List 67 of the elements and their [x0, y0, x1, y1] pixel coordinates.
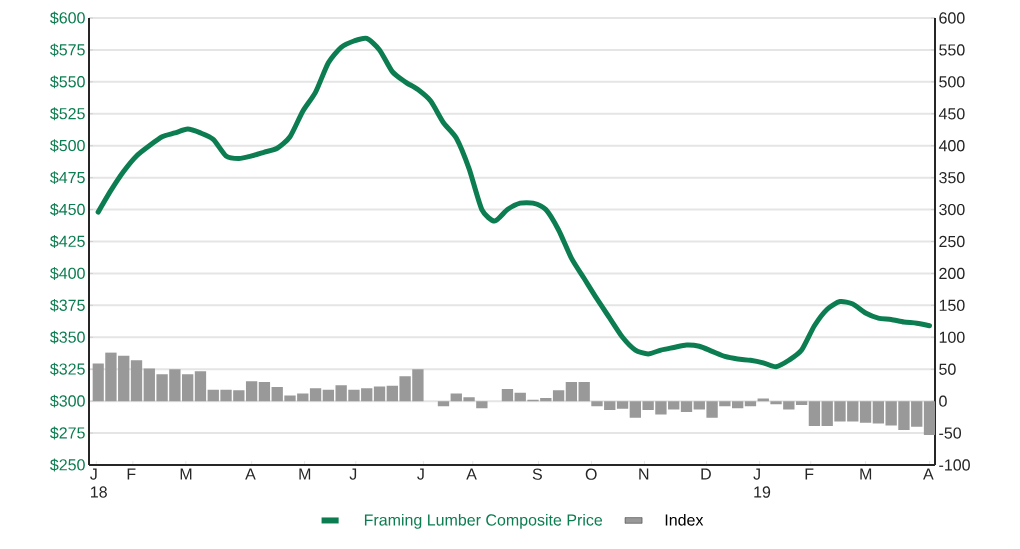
- x-tick-label: J: [417, 468, 424, 480]
- y2-tick-label: 100: [939, 331, 965, 343]
- y2-tick-label: -100: [939, 459, 970, 471]
- x-tick-label: F: [127, 468, 136, 480]
- y-tick-label: $400: [50, 266, 85, 280]
- bar: [616, 401, 629, 409]
- y2-tick-label: 500: [939, 76, 965, 88]
- y2-tick-label: 0: [939, 395, 947, 407]
- bar: [130, 360, 143, 402]
- y-tick-label: $550: [50, 75, 85, 89]
- x-tick-label: M: [299, 468, 311, 480]
- y2-tick-label: 450: [938, 108, 965, 120]
- bar: [245, 381, 258, 402]
- y2-tick-label: 150: [939, 299, 965, 312]
- bar: [476, 401, 488, 409]
- bar: [744, 401, 757, 407]
- y-tick-label: $500: [50, 139, 85, 153]
- legend-label: Framing Lumber Composite Price: [364, 513, 603, 529]
- x-tick-label: F: [805, 468, 814, 480]
- bar: [578, 381, 590, 402]
- legend-label: Index: [665, 513, 704, 526]
- bar: [680, 401, 693, 412]
- bar: [808, 401, 821, 427]
- x-tick-label: A: [466, 468, 477, 480]
- x-tick-label: A: [923, 468, 934, 480]
- y-tick-label: $575: [50, 43, 85, 57]
- y-tick-label: $375: [50, 298, 85, 312]
- x-tick-label: O: [585, 468, 597, 480]
- y2-tick-label: 250: [939, 235, 965, 248]
- y-tick-label: $350: [50, 330, 85, 344]
- y2-tick-label: 400: [938, 140, 965, 152]
- bar: [501, 389, 514, 402]
- bar: [923, 401, 936, 435]
- bar: [309, 388, 322, 402]
- y-tick-label: $425: [50, 235, 85, 248]
- x-tick-label: J: [349, 468, 357, 480]
- bar: [373, 386, 386, 402]
- x-tick-label: M: [860, 468, 872, 480]
- x-tick-label: A: [245, 468, 256, 480]
- x-tick-label: J 18: [90, 468, 107, 498]
- y2-tick-label: 600: [939, 12, 965, 24]
- x-tick-label: N: [639, 468, 649, 480]
- y-tick-label: $450: [50, 203, 85, 217]
- y2-tick-label: 350: [939, 171, 965, 184]
- y2-tick-label: 50: [939, 363, 956, 375]
- y-tick-label: $475: [50, 171, 85, 185]
- bar: [258, 381, 271, 402]
- x-tick-label: S: [532, 468, 542, 480]
- y-tick-label: $525: [50, 107, 85, 121]
- y2-tick-label: 550: [939, 44, 965, 56]
- x-tick-label: J 19: [753, 468, 771, 498]
- bar: [552, 390, 565, 402]
- y-tick-label: $250: [50, 458, 85, 472]
- y-tick-label: $275: [50, 426, 85, 440]
- y2-tick-label: 200: [939, 267, 965, 280]
- bar: [795, 401, 808, 405]
- bar: [437, 401, 450, 407]
- y-tick-label: $600: [50, 11, 85, 25]
- y2-tick-label: -50: [939, 427, 962, 439]
- x-tick-label: M: [180, 468, 192, 480]
- y-tick-label: $325: [50, 362, 85, 376]
- bar: [859, 401, 872, 423]
- y-tick-label: $300: [50, 394, 85, 408]
- y2-tick-label: 300: [939, 203, 965, 216]
- x-tick-label: D: [701, 468, 711, 480]
- bar: [194, 371, 207, 402]
- bar: [565, 381, 578, 402]
